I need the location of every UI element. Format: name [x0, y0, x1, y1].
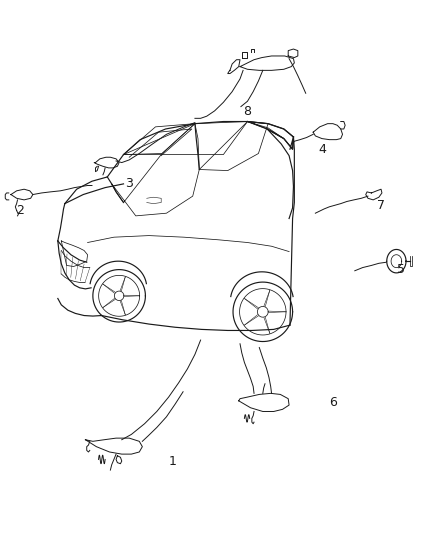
Text: 2: 2: [16, 204, 24, 217]
Text: 3: 3: [125, 177, 133, 190]
Text: 1: 1: [169, 455, 177, 467]
Text: 5: 5: [397, 263, 405, 276]
Text: 8: 8: [244, 106, 251, 118]
Text: 7: 7: [377, 199, 385, 212]
Text: 4: 4: [318, 143, 326, 156]
Text: 6: 6: [329, 396, 337, 409]
